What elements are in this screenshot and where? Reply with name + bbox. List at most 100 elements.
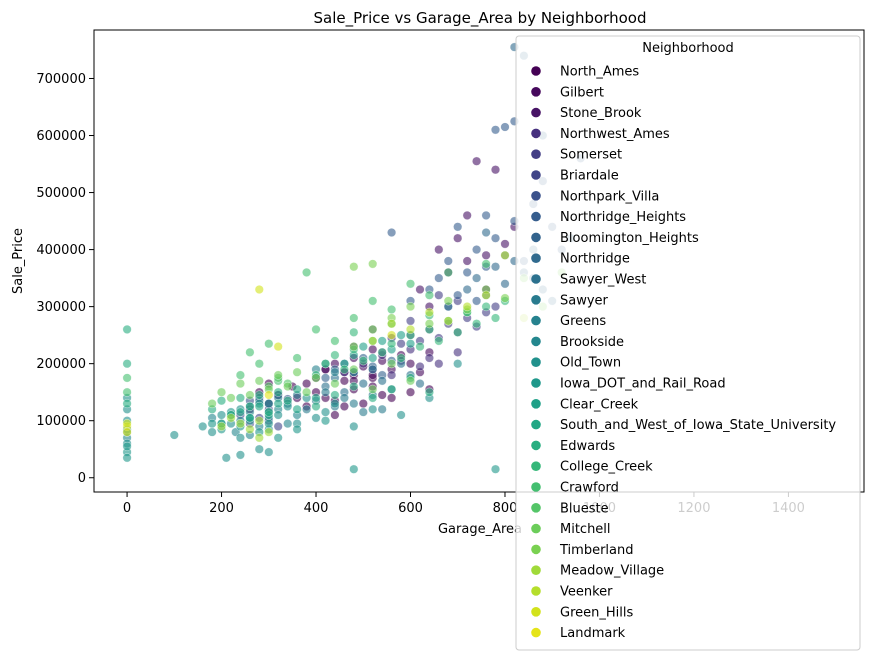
- data-point: [368, 393, 378, 403]
- data-point: [311, 393, 321, 403]
- data-point: [434, 273, 444, 283]
- data-point: [245, 424, 255, 434]
- legend-label: Green_Hills: [560, 605, 633, 620]
- data-point: [368, 384, 378, 394]
- legend-marker: [531, 523, 541, 534]
- legend-label: Crawford: [560, 481, 619, 496]
- legend-marker: [531, 627, 541, 638]
- data-point: [339, 401, 349, 411]
- data-point: [221, 453, 231, 463]
- data-point: [358, 379, 368, 389]
- data-point: [235, 407, 245, 417]
- data-point: [434, 245, 444, 255]
- data-point: [443, 296, 453, 306]
- data-point: [254, 433, 264, 443]
- data-point: [320, 359, 331, 369]
- data-point: [198, 421, 208, 431]
- data-point: [453, 347, 463, 357]
- data-point: [434, 290, 444, 300]
- data-point: [207, 427, 217, 437]
- data-point: [368, 344, 378, 354]
- data-point: [122, 324, 132, 334]
- data-point: [405, 376, 416, 386]
- data-point: [349, 421, 359, 431]
- data-point: [302, 404, 312, 414]
- data-point: [330, 410, 340, 420]
- data-point: [292, 384, 302, 394]
- legend-marker: [531, 149, 541, 159]
- data-point: [387, 304, 397, 315]
- legend-marker: [531, 232, 541, 243]
- data-point: [245, 347, 255, 357]
- data-point: [490, 302, 501, 312]
- data-point: [453, 222, 463, 232]
- legend-marker: [531, 191, 541, 201]
- data-point: [453, 327, 463, 337]
- data-point: [358, 356, 368, 366]
- data-point: [311, 324, 321, 334]
- data-point: [330, 379, 340, 389]
- data-point: [481, 302, 491, 312]
- data-point: [283, 381, 293, 392]
- legend-label: Northridge_Heights: [560, 210, 686, 225]
- legend-label: Sawyer: [560, 293, 609, 308]
- data-point: [273, 433, 283, 443]
- data-point: [424, 353, 434, 363]
- y-tick-label: 100000: [36, 414, 86, 429]
- data-point: [349, 381, 359, 392]
- data-point: [368, 353, 378, 363]
- legend-label: Old_Town: [560, 356, 621, 371]
- data-point: [387, 393, 397, 403]
- data-point: [264, 399, 274, 409]
- legend-marker: [531, 211, 541, 222]
- legend-marker: [531, 336, 541, 347]
- legend-label: Mitchell: [560, 522, 611, 537]
- data-point: [349, 313, 359, 323]
- data-point: [490, 233, 501, 243]
- data-point: [302, 379, 312, 389]
- data-point: [311, 413, 321, 423]
- data-point: [254, 401, 264, 411]
- data-point: [245, 401, 255, 411]
- legend-label: South_and_West_of_Iowa_State_University: [560, 418, 836, 433]
- legend-marker: [531, 378, 541, 388]
- data-point: [424, 290, 434, 300]
- y-tick-label: 700000: [36, 72, 86, 87]
- data-point: [453, 233, 463, 243]
- data-point: [292, 404, 302, 414]
- legend-label: Sawyer_West: [560, 273, 646, 288]
- data-point: [235, 379, 245, 389]
- data-point: [292, 424, 302, 434]
- data-point: [245, 413, 255, 423]
- data-point: [490, 262, 501, 272]
- data-point: [387, 339, 397, 349]
- data-point: [500, 293, 510, 303]
- data-point: [500, 250, 510, 260]
- data-point: [453, 359, 463, 369]
- data-point: [472, 296, 482, 306]
- data-point: [443, 267, 453, 277]
- data-point: [405, 316, 416, 326]
- data-point: [405, 324, 416, 334]
- data-point: [462, 256, 472, 266]
- data-point: [122, 359, 132, 369]
- y-tick-label: 400000: [36, 243, 86, 258]
- legend-label: Blueste: [560, 501, 609, 516]
- data-point: [254, 359, 264, 369]
- data-point: [462, 284, 472, 295]
- data-point: [387, 227, 397, 238]
- legend-label: College_Creek: [560, 460, 653, 475]
- legend-marker: [531, 274, 541, 284]
- data-point: [264, 407, 274, 417]
- data-point: [254, 284, 264, 295]
- data-point: [490, 125, 501, 135]
- x-tick-label: 200: [209, 501, 234, 516]
- data-point: [349, 364, 359, 374]
- data-point: [273, 410, 283, 420]
- data-point: [462, 210, 472, 220]
- legend-marker: [531, 544, 541, 555]
- data-point: [443, 256, 453, 266]
- data-point: [396, 330, 406, 340]
- x-tick-label: 800: [493, 501, 518, 516]
- data-point: [349, 342, 359, 352]
